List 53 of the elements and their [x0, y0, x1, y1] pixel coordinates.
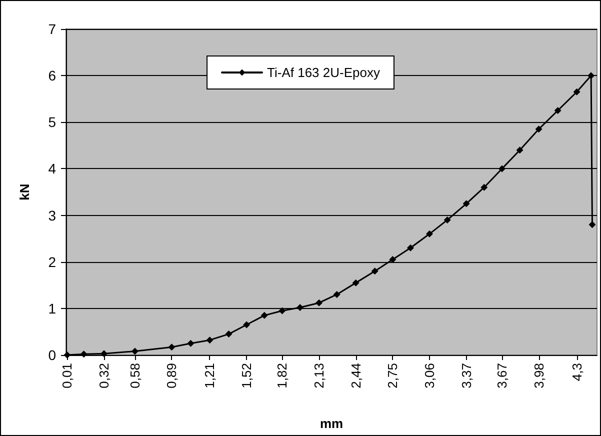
point — [100, 350, 108, 358]
point — [168, 344, 176, 351]
y-tick-label: 3 — [48, 207, 56, 224]
point — [316, 299, 323, 306]
point — [426, 230, 434, 238]
x-tick-label: 0,58 — [127, 363, 142, 388]
x-tick-label: 0,32 — [96, 363, 112, 388]
point — [333, 290, 340, 298]
point — [278, 307, 286, 314]
y-tick-label: 7 — [48, 21, 56, 37]
point — [535, 126, 542, 133]
y-tick-label: 4 — [48, 160, 56, 177]
legend-label: Ti-Af 163 2U-Epoxy — [267, 65, 380, 80]
point — [554, 107, 562, 114]
point — [296, 304, 304, 311]
y-axis-title: kN — [17, 184, 32, 200]
x-tick-label: 1,52 — [239, 363, 254, 388]
x-tick-label: 3,67 — [494, 363, 510, 388]
point — [225, 330, 232, 338]
point — [187, 340, 194, 347]
y-tick-label: 6 — [48, 68, 56, 84]
x-tick-label: 1,82 — [274, 363, 290, 388]
point — [588, 221, 596, 228]
y-tick-label: 0 — [48, 347, 56, 363]
x-tick-label: 4,3 — [569, 363, 584, 382]
x-tick-label: 2,44 — [348, 363, 364, 388]
y-tick-label: 1 — [48, 300, 56, 316]
point — [444, 216, 451, 224]
y-tick-label: 5 — [48, 114, 56, 130]
x-tick-label: 3,06 — [422, 363, 438, 388]
point — [588, 72, 595, 80]
point — [573, 88, 580, 96]
point — [243, 321, 250, 328]
point — [206, 336, 214, 344]
point — [480, 184, 488, 191]
x-tick-label: 3,98 — [531, 363, 546, 388]
point — [371, 268, 378, 275]
x-tick-label: 0,01 — [60, 363, 75, 388]
point — [462, 200, 470, 208]
y-tick-label: 2 — [48, 254, 56, 270]
x-tick-label: 2,13 — [312, 363, 327, 388]
point — [498, 165, 506, 172]
x-tick-label: 1,21 — [202, 363, 218, 388]
x-tick-label: 2,75 — [385, 363, 400, 388]
point — [260, 312, 268, 319]
point — [80, 350, 88, 358]
x-axis-title: mm — [320, 416, 344, 431]
point — [131, 348, 138, 355]
point — [352, 279, 360, 286]
point — [406, 244, 414, 252]
x-tick-label: 3,37 — [458, 363, 474, 388]
x-tick-label: 0,89 — [164, 363, 180, 388]
point — [516, 146, 524, 154]
